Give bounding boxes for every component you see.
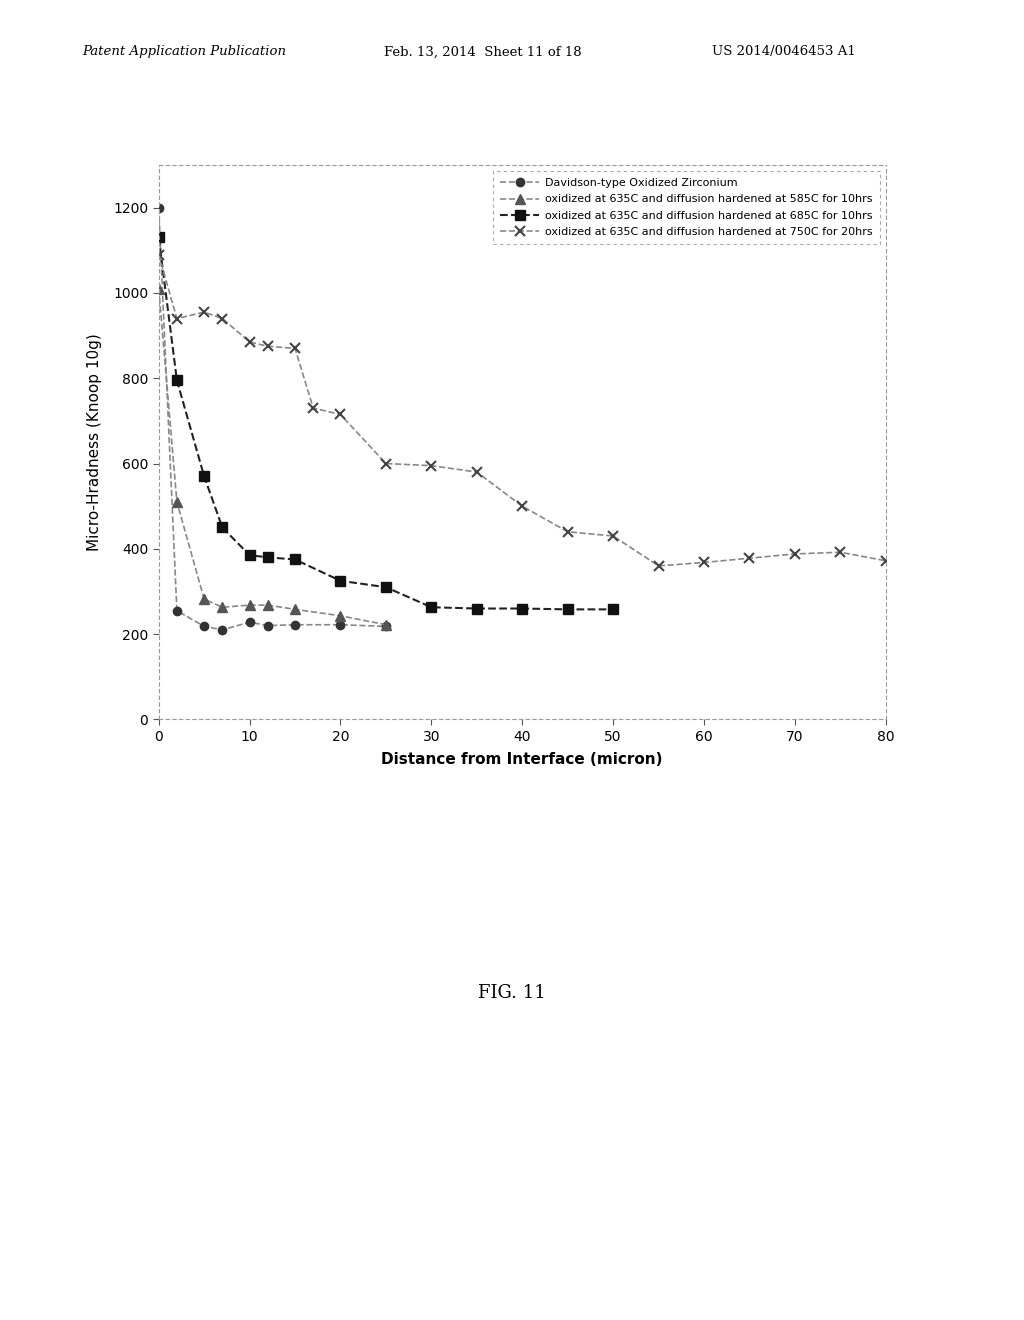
- Davidson-type Oxidized Zirconium: [261, 618, 273, 634]
- oxidized at 635C and diffusion hardened at 585C for 10hrs: [289, 602, 301, 618]
- Line: Davidson-type Oxidized Zirconium: Davidson-type Oxidized Zirconium: [155, 203, 390, 634]
- oxidized at 635C and diffusion hardened at 750C for 20hrs: [244, 334, 256, 350]
- oxidized at 635C and diffusion hardened at 750C for 20hrs: [788, 546, 801, 562]
- Y-axis label: Micro-Hradness (Knoop 10g): Micro-Hradness (Knoop 10g): [87, 334, 102, 550]
- oxidized at 635C and diffusion hardened at 685C for 10hrs: [561, 602, 573, 618]
- oxidized at 635C and diffusion hardened at 585C for 10hrs: [261, 597, 273, 612]
- Line: oxidized at 635C and diffusion hardened at 585C for 10hrs: oxidized at 635C and diffusion hardened …: [154, 284, 391, 630]
- oxidized at 635C and diffusion hardened at 750C for 20hrs: [607, 528, 620, 544]
- Davidson-type Oxidized Zirconium: [380, 619, 392, 635]
- oxidized at 635C and diffusion hardened at 750C for 20hrs: [153, 247, 165, 263]
- oxidized at 635C and diffusion hardened at 585C for 10hrs: [198, 591, 210, 607]
- oxidized at 635C and diffusion hardened at 750C for 20hrs: [198, 304, 210, 319]
- oxidized at 635C and diffusion hardened at 585C for 10hrs: [216, 599, 228, 615]
- oxidized at 635C and diffusion hardened at 685C for 10hrs: [153, 230, 165, 246]
- oxidized at 635C and diffusion hardened at 750C for 20hrs: [171, 310, 183, 326]
- oxidized at 635C and diffusion hardened at 750C for 20hrs: [471, 465, 483, 480]
- Davidson-type Oxidized Zirconium: [289, 616, 301, 632]
- Text: Patent Application Publication: Patent Application Publication: [82, 45, 286, 58]
- oxidized at 635C and diffusion hardened at 685C for 10hrs: [607, 602, 620, 618]
- oxidized at 635C and diffusion hardened at 685C for 10hrs: [198, 469, 210, 484]
- Davidson-type Oxidized Zirconium: [244, 614, 256, 630]
- oxidized at 635C and diffusion hardened at 750C for 20hrs: [835, 544, 847, 560]
- oxidized at 635C and diffusion hardened at 750C for 20hrs: [652, 558, 665, 574]
- X-axis label: Distance from Interface (micron): Distance from Interface (micron): [382, 752, 663, 767]
- oxidized at 635C and diffusion hardened at 750C for 20hrs: [880, 553, 892, 569]
- Davidson-type Oxidized Zirconium: [171, 603, 183, 619]
- Line: oxidized at 635C and diffusion hardened at 750C for 20hrs: oxidized at 635C and diffusion hardened …: [154, 249, 891, 570]
- oxidized at 635C and diffusion hardened at 685C for 10hrs: [471, 601, 483, 616]
- Line: oxidized at 635C and diffusion hardened at 685C for 10hrs: oxidized at 635C and diffusion hardened …: [154, 232, 617, 614]
- Text: FIG. 11: FIG. 11: [478, 983, 546, 1002]
- oxidized at 635C and diffusion hardened at 585C for 10hrs: [334, 607, 346, 623]
- Legend: Davidson-type Oxidized Zirconium, oxidized at 635C and diffusion hardened at 585: Davidson-type Oxidized Zirconium, oxidiz…: [493, 170, 881, 244]
- Davidson-type Oxidized Zirconium: [153, 199, 165, 215]
- oxidized at 635C and diffusion hardened at 685C for 10hrs: [425, 599, 437, 615]
- oxidized at 635C and diffusion hardened at 750C for 20hrs: [425, 458, 437, 474]
- oxidized at 635C and diffusion hardened at 685C for 10hrs: [261, 549, 273, 565]
- Davidson-type Oxidized Zirconium: [334, 616, 346, 632]
- oxidized at 635C and diffusion hardened at 685C for 10hrs: [516, 601, 528, 616]
- oxidized at 635C and diffusion hardened at 750C for 20hrs: [307, 400, 319, 416]
- oxidized at 635C and diffusion hardened at 750C for 20hrs: [334, 407, 346, 422]
- oxidized at 635C and diffusion hardened at 585C for 10hrs: [153, 281, 165, 297]
- oxidized at 635C and diffusion hardened at 750C for 20hrs: [216, 310, 228, 326]
- oxidized at 635C and diffusion hardened at 685C for 10hrs: [334, 573, 346, 589]
- oxidized at 635C and diffusion hardened at 750C for 20hrs: [561, 524, 573, 540]
- oxidized at 635C and diffusion hardened at 685C for 10hrs: [289, 552, 301, 568]
- oxidized at 635C and diffusion hardened at 585C for 10hrs: [171, 494, 183, 510]
- oxidized at 635C and diffusion hardened at 750C for 20hrs: [516, 498, 528, 513]
- oxidized at 635C and diffusion hardened at 750C for 20hrs: [380, 455, 392, 471]
- oxidized at 635C and diffusion hardened at 750C for 20hrs: [698, 554, 711, 570]
- oxidized at 635C and diffusion hardened at 750C for 20hrs: [743, 550, 756, 566]
- oxidized at 635C and diffusion hardened at 585C for 10hrs: [380, 616, 392, 632]
- Davidson-type Oxidized Zirconium: [216, 622, 228, 638]
- oxidized at 635C and diffusion hardened at 585C for 10hrs: [244, 597, 256, 612]
- oxidized at 635C and diffusion hardened at 685C for 10hrs: [244, 548, 256, 564]
- oxidized at 635C and diffusion hardened at 750C for 20hrs: [261, 338, 273, 354]
- oxidized at 635C and diffusion hardened at 685C for 10hrs: [216, 520, 228, 536]
- oxidized at 635C and diffusion hardened at 685C for 10hrs: [380, 579, 392, 595]
- oxidized at 635C and diffusion hardened at 685C for 10hrs: [171, 372, 183, 388]
- Text: Feb. 13, 2014  Sheet 11 of 18: Feb. 13, 2014 Sheet 11 of 18: [384, 45, 582, 58]
- oxidized at 635C and diffusion hardened at 750C for 20hrs: [289, 341, 301, 356]
- Text: US 2014/0046453 A1: US 2014/0046453 A1: [712, 45, 855, 58]
- Davidson-type Oxidized Zirconium: [198, 619, 210, 635]
